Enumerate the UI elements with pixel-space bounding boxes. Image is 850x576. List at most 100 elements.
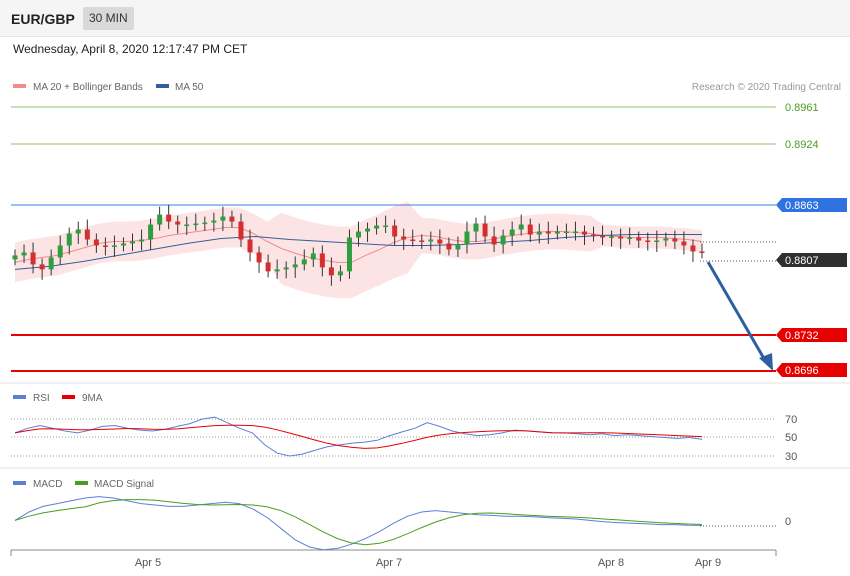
target-tag-8732 (776, 328, 847, 342)
candle-body (238, 221, 244, 240)
candle-body (301, 259, 307, 265)
candle-body (184, 224, 190, 227)
chart-header: EUR/GBP 30 MIN (0, 0, 850, 37)
candle-body (410, 239, 416, 241)
candle-body (374, 225, 380, 229)
level-label-8863: 0.8863 (785, 200, 819, 212)
candle-body (120, 243, 126, 246)
candle-body (30, 252, 36, 265)
candles-group (12, 204, 705, 286)
candle-body (464, 231, 470, 245)
candle-body (111, 245, 117, 247)
candle-body (21, 252, 27, 256)
rsi-ma-legend-label: 9MA (82, 393, 103, 404)
rsi-tick-50: 50 (785, 432, 797, 444)
macd-legend-label: MACD (33, 479, 62, 490)
ma50-legend-label: MA 50 (175, 82, 204, 93)
candle-body (500, 235, 506, 245)
candle-body (446, 243, 452, 250)
candle-body (419, 240, 425, 242)
rsi-ma-legend-swatch (62, 395, 75, 399)
candle-body (681, 241, 687, 246)
candle-body (600, 235, 606, 238)
rsi-line (14, 416, 703, 457)
candle-body (699, 251, 705, 253)
candle-body (563, 231, 569, 234)
candle-body (84, 229, 90, 240)
candle-body (618, 236, 624, 239)
ma20-legend-swatch (13, 84, 26, 88)
candle-body (148, 224, 154, 240)
candle-body (139, 239, 145, 242)
candle-body (66, 233, 72, 246)
ma20-line (14, 227, 703, 263)
ma50-legend-swatch (156, 84, 169, 88)
level-label-8961: 0.8961 (785, 102, 819, 114)
candle-body (690, 245, 696, 252)
candle-body (401, 236, 407, 240)
candle-body (455, 244, 461, 250)
candle-body (57, 245, 63, 258)
candle-body (310, 253, 316, 260)
candle-body (509, 229, 515, 236)
datetime-label: Wednesday, April 8, 2020 12:17:47 PM CET (13, 42, 248, 56)
target-tag-8696 (776, 363, 847, 377)
candle-body (536, 231, 542, 235)
copyright-label: Research © 2020 Trading Central (692, 82, 841, 93)
candle-body (175, 221, 181, 225)
candle-body (392, 225, 398, 237)
candle-body (202, 222, 208, 225)
candle-body (274, 269, 280, 272)
candle-body (572, 231, 578, 234)
candle-body (627, 237, 633, 240)
level-label-8924: 0.8924 (785, 139, 819, 151)
candle-body (319, 253, 325, 268)
candle-body (102, 245, 108, 247)
level-label-8696: 0.8696 (785, 365, 819, 377)
candle-body (265, 262, 271, 272)
candle-body (256, 252, 262, 263)
candle-body (636, 237, 642, 241)
candle-body (130, 241, 136, 244)
x-tick-label: Apr 7 (376, 557, 402, 569)
x-tick-label: Apr 9 (695, 557, 721, 569)
candle-body (229, 216, 235, 222)
level-label-8732: 0.8732 (785, 330, 819, 342)
candle-body (356, 231, 361, 238)
candle-body (581, 231, 587, 235)
candle-body (12, 255, 18, 260)
candle-body (328, 267, 334, 276)
rsi-legend-label: RSI (33, 393, 50, 404)
x-tick-label: Apr 5 (135, 557, 161, 569)
candle-body (93, 239, 99, 246)
macd-signal-legend-label: MACD Signal (94, 479, 154, 490)
candle-body (663, 238, 669, 241)
candle-body (39, 264, 45, 270)
candle-body (609, 236, 615, 239)
candle-body (491, 236, 497, 245)
rsi-ma-line (14, 424, 703, 449)
candle-body (211, 220, 217, 223)
macd-legend-swatch (13, 481, 26, 485)
candle-body (518, 224, 524, 230)
candle-body (283, 267, 289, 270)
candle-body (346, 237, 352, 272)
candle-body (292, 264, 298, 268)
candle-body (247, 239, 253, 253)
macd-signal-line (14, 499, 703, 546)
candle-body (220, 216, 226, 221)
candle-body (545, 231, 551, 234)
candle-body (383, 225, 389, 228)
candle-body (75, 229, 81, 234)
projection-arrowhead (759, 353, 773, 371)
candle-body (365, 228, 371, 232)
macd-line (14, 496, 703, 551)
candle-body (157, 214, 163, 225)
candle-body (193, 223, 199, 226)
candle-body (166, 214, 172, 222)
candle-body (672, 238, 678, 242)
candle-body (645, 240, 651, 242)
symbol-label: EUR/GBP (11, 11, 75, 27)
timeframe-button[interactable]: 30 MIN (83, 7, 134, 30)
